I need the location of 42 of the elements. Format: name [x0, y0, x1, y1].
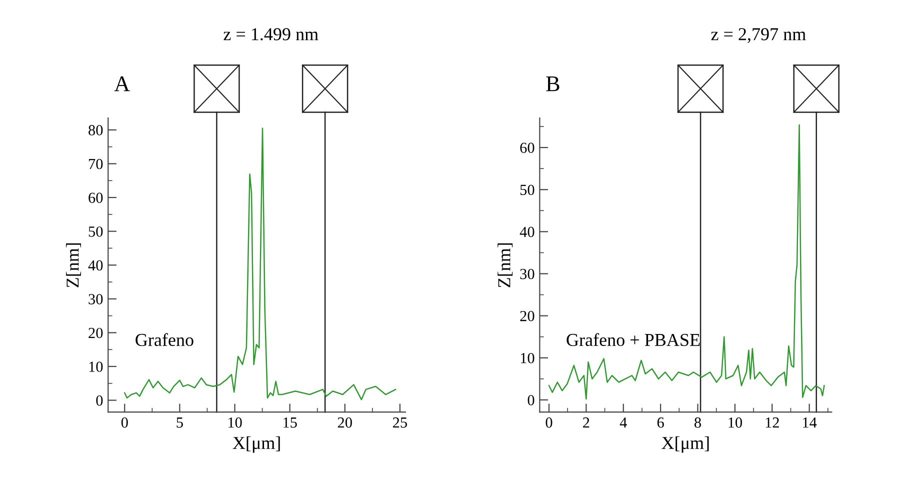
y-tick-label: 70	[88, 158, 103, 170]
y-tick-label: 40	[520, 226, 534, 238]
text: z = 2,797 nm	[711, 28, 806, 43]
y-axis-title: Z[nm]	[66, 243, 81, 288]
x-tick-label: 10	[728, 417, 742, 428]
y-tick-label: 40	[88, 260, 103, 271]
y-tick-label: 30	[88, 294, 103, 304]
x-tick-label: 20	[338, 417, 352, 428]
x-tick-label: 10	[228, 417, 242, 428]
x-tick-label: 5	[176, 418, 183, 428]
x-tick-label: 25	[392, 417, 407, 428]
x-tick-label: 6	[657, 417, 664, 428]
x-tick-label: 8	[694, 417, 701, 428]
x-tick-label: 2	[583, 417, 590, 428]
y-tick-label: 80	[88, 125, 103, 136]
x-tick-label: 12	[766, 417, 779, 428]
y-tick-label: 60	[520, 142, 534, 153]
line-series	[124, 128, 396, 400]
y-tick-label: 10	[89, 362, 103, 372]
y-tick-label: 20	[520, 310, 534, 322]
y-tick-label: 60	[88, 192, 103, 203]
x-tick-label: 0	[121, 417, 128, 428]
y-tick-label: 0	[528, 395, 534, 406]
annotation: Grafeno + PBASE	[566, 333, 700, 346]
y-tick-label: 30	[520, 268, 534, 280]
y-tick-label: 0	[96, 395, 103, 406]
annotation: Grafeno	[136, 333, 194, 346]
text: z = 1.499 nm	[224, 28, 318, 40]
chart-title: A	[114, 76, 130, 92]
line-series	[548, 124, 825, 400]
chart-title: B	[546, 76, 560, 92]
x-tick-label: 15	[284, 417, 297, 428]
x-axis-title: X[μm]	[662, 436, 709, 453]
y-tick-label: 50	[88, 226, 103, 237]
x-tick-label: 0	[546, 417, 552, 428]
x-tick-label: 4	[620, 417, 627, 428]
y-tick-label: 50	[520, 184, 534, 196]
y-axis-title: Z[nm]	[498, 243, 513, 288]
y-tick-label: 10	[520, 352, 534, 364]
y-tick-label: 20	[88, 328, 103, 338]
x-tick-label: 14	[803, 417, 817, 428]
x-axis-title: X[μm]	[232, 436, 280, 453]
